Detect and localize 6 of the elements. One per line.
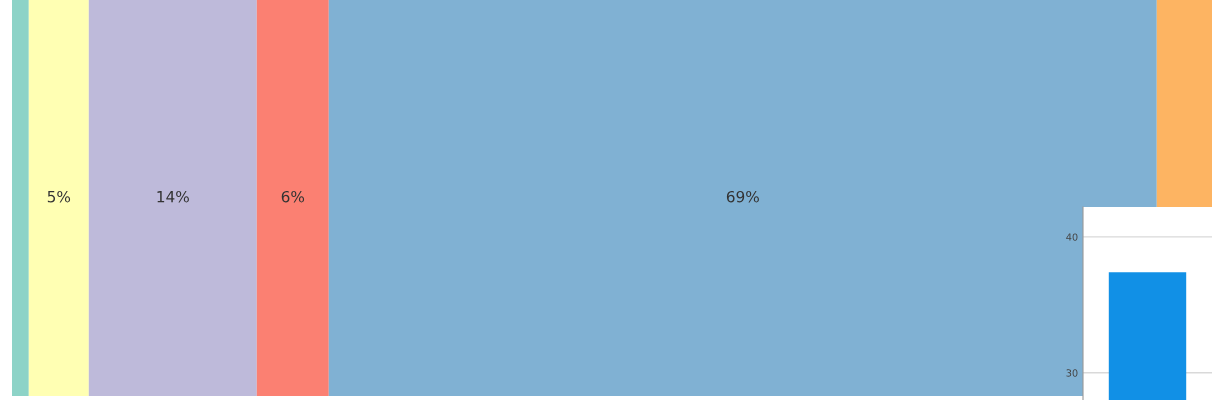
data-label: 69% <box>726 190 759 203</box>
data-label: 5% <box>47 190 71 203</box>
y-tick-label: 30 <box>1066 369 1078 377</box>
y-tick-label: 40 <box>1066 233 1078 241</box>
data-label: 14% <box>157 190 189 203</box>
data-label: 6% <box>281 190 305 203</box>
